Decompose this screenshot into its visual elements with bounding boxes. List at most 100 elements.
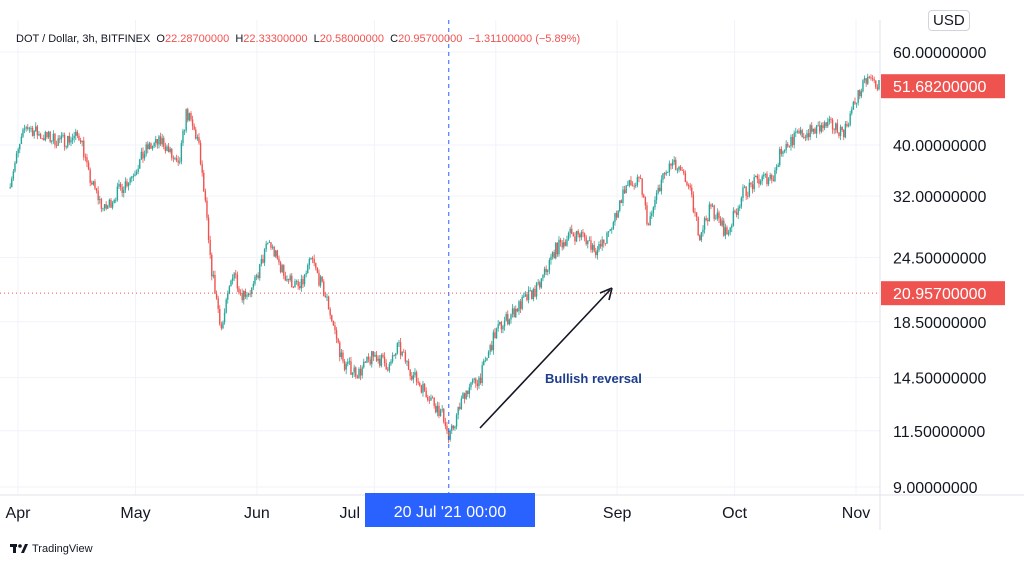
candle-body bbox=[766, 173, 768, 185]
candle-body bbox=[470, 382, 472, 388]
currency-button[interactable]: USD bbox=[928, 10, 970, 31]
candle-body bbox=[523, 296, 525, 298]
candle-body bbox=[369, 359, 371, 365]
candle-body bbox=[521, 296, 523, 309]
candle-body bbox=[23, 128, 26, 130]
candle-body bbox=[339, 342, 341, 358]
candle-body bbox=[177, 160, 179, 163]
candle-body bbox=[724, 227, 727, 236]
candle-body bbox=[751, 184, 754, 190]
candle-body bbox=[404, 352, 407, 362]
candle-body bbox=[868, 76, 871, 78]
y-tick-label: 14.50000000 bbox=[893, 371, 987, 388]
candle-body bbox=[235, 273, 237, 275]
candle-body bbox=[415, 372, 418, 382]
candle-body bbox=[308, 259, 311, 266]
candle-body bbox=[497, 324, 499, 329]
candle-body bbox=[78, 135, 80, 141]
candle-body bbox=[334, 325, 336, 331]
x-tick-label: Nov bbox=[842, 505, 870, 522]
candle-body bbox=[580, 232, 583, 238]
tradingview-logo[interactable]: TradingView bbox=[10, 543, 93, 555]
candle-body bbox=[20, 136, 23, 144]
candle-body bbox=[486, 357, 488, 361]
candle-body bbox=[395, 353, 397, 356]
candle-body bbox=[619, 200, 621, 211]
candle-body bbox=[393, 355, 395, 357]
candle-body bbox=[428, 400, 431, 402]
crosshair-time-label: 20 Jul '21 00:00 bbox=[394, 504, 507, 521]
candle-body bbox=[27, 127, 29, 129]
candle-body bbox=[183, 130, 186, 132]
candle-body bbox=[295, 281, 298, 283]
candle-body bbox=[660, 179, 663, 192]
candle-body bbox=[62, 134, 64, 136]
candle-body bbox=[812, 128, 815, 132]
candle-body bbox=[647, 224, 650, 226]
candle-body bbox=[43, 138, 45, 141]
candle-body bbox=[687, 185, 690, 187]
ohlc-legend: DOT / Dollar, 3h, BITFINEX O22.28700000 … bbox=[16, 33, 580, 45]
candle-body bbox=[422, 383, 424, 393]
candle-body bbox=[558, 239, 560, 255]
candle-body bbox=[87, 162, 90, 170]
candle-body bbox=[627, 185, 629, 187]
candle-body bbox=[167, 146, 170, 152]
candle-body bbox=[655, 193, 658, 200]
candle-body bbox=[508, 319, 511, 325]
candle-body bbox=[249, 293, 251, 295]
x-tick-label: Apr bbox=[6, 505, 32, 522]
candle-body bbox=[431, 397, 434, 399]
candle-body bbox=[716, 212, 719, 219]
candle-body bbox=[198, 137, 200, 143]
candle-body bbox=[699, 235, 701, 241]
candle-body bbox=[374, 354, 376, 357]
candle-body bbox=[225, 299, 227, 313]
candle-body bbox=[532, 288, 535, 300]
candle-body bbox=[215, 293, 218, 299]
symbol-label[interactable]: DOT / Dollar, 3h, BITFINEX bbox=[16, 33, 151, 45]
candle-body bbox=[462, 393, 464, 399]
candle-body bbox=[121, 187, 123, 193]
candle-body bbox=[769, 174, 771, 179]
candle-body bbox=[828, 118, 831, 122]
candle-body bbox=[441, 409, 443, 411]
candle-body bbox=[302, 279, 304, 285]
candle-body bbox=[390, 361, 392, 365]
candle-body bbox=[436, 405, 439, 413]
candle-body bbox=[54, 133, 56, 146]
candle-body bbox=[539, 282, 541, 288]
candle-body bbox=[407, 361, 410, 370]
candle-body bbox=[638, 177, 640, 179]
candle-body bbox=[433, 398, 435, 406]
candle-body bbox=[380, 354, 383, 366]
candle-body bbox=[646, 205, 648, 225]
candle-body bbox=[95, 188, 98, 191]
low-value: 20.58000000 bbox=[319, 33, 384, 45]
candle-body bbox=[740, 197, 743, 207]
candle-body bbox=[822, 125, 824, 129]
candle-body bbox=[310, 257, 312, 260]
candle-body bbox=[516, 308, 519, 312]
candle-body bbox=[801, 130, 803, 138]
candle-body bbox=[313, 258, 315, 264]
candle-body bbox=[137, 168, 139, 173]
candle-body bbox=[860, 91, 863, 97]
candle-body bbox=[67, 135, 69, 147]
candle-body bbox=[351, 372, 354, 375]
candle-body bbox=[287, 279, 290, 281]
candle-body bbox=[279, 262, 282, 273]
candle-body bbox=[871, 78, 874, 80]
candle-body bbox=[356, 376, 359, 378]
candle-body bbox=[31, 127, 34, 136]
candle-body bbox=[116, 186, 119, 201]
candle-body bbox=[161, 138, 163, 145]
candle-body bbox=[759, 180, 762, 184]
candle-body bbox=[185, 109, 187, 131]
candle-body bbox=[406, 361, 408, 362]
candle-body bbox=[156, 139, 159, 145]
candle-body bbox=[743, 186, 746, 188]
candle-body bbox=[483, 360, 485, 366]
candle-body bbox=[531, 290, 533, 300]
